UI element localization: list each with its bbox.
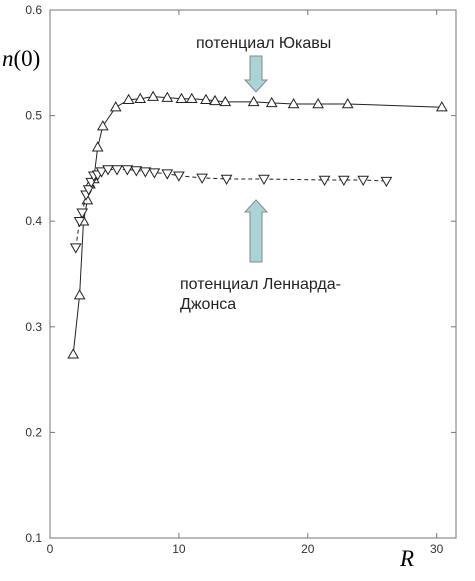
data-point bbox=[287, 97, 300, 109]
data-point bbox=[247, 95, 260, 107]
data-point bbox=[258, 174, 270, 185]
data-point bbox=[196, 173, 208, 184]
x-tick-label: 0 bbox=[47, 542, 54, 556]
data-point bbox=[121, 165, 134, 176]
data-point bbox=[96, 120, 109, 131]
data-point bbox=[67, 348, 80, 359]
data-point bbox=[139, 167, 152, 178]
data-point bbox=[91, 141, 104, 152]
lennard-jones-label-line2: Джонса bbox=[180, 296, 236, 313]
series-2 bbox=[69, 165, 393, 254]
series-layer bbox=[67, 90, 448, 359]
data-point bbox=[73, 216, 86, 228]
data-point bbox=[318, 175, 331, 187]
data-point bbox=[219, 95, 232, 107]
data-point bbox=[130, 166, 143, 177]
data-point bbox=[380, 176, 393, 188]
data-point bbox=[111, 165, 123, 176]
lennard-jones-arrow bbox=[243, 199, 269, 263]
data-point bbox=[161, 91, 174, 102]
data-point bbox=[312, 97, 324, 109]
x-axis-title: R bbox=[399, 546, 414, 571]
y-tick-label: 0.6 bbox=[25, 3, 42, 17]
axis-ticks bbox=[49, 9, 456, 539]
data-point bbox=[109, 101, 122, 112]
data-point bbox=[209, 94, 221, 106]
data-point bbox=[134, 92, 147, 103]
data-point bbox=[122, 93, 135, 105]
yukawa-arrow bbox=[243, 55, 269, 93]
data-point bbox=[95, 167, 108, 178]
y-tick-label: 0.4 bbox=[25, 214, 42, 228]
series-line bbox=[75, 169, 387, 248]
data-point bbox=[175, 92, 188, 103]
data-point bbox=[73, 289, 86, 300]
y-tick-label: 0.2 bbox=[25, 425, 42, 439]
data-point bbox=[265, 96, 278, 108]
y-axis-title: n(0) bbox=[2, 46, 40, 71]
x-tick-labels: 0 10 20 30 bbox=[47, 542, 444, 556]
data-point bbox=[338, 175, 350, 187]
data-point bbox=[185, 92, 198, 103]
plot-frame bbox=[49, 9, 457, 539]
data-point bbox=[173, 171, 185, 182]
y-tick-label: 0.5 bbox=[25, 109, 42, 123]
x-tick-label: 10 bbox=[172, 542, 186, 556]
data-point bbox=[147, 90, 159, 101]
y-tick-labels: 0.1 0.2 0.3 0.4 0.5 0.6 bbox=[25, 3, 42, 545]
data-point bbox=[161, 169, 174, 180]
lennard-jones-label-line1: потенциал Леннарда- bbox=[180, 276, 341, 293]
data-point bbox=[148, 168, 161, 179]
data-point bbox=[69, 243, 82, 254]
yukawa-label: потенциал Юкавы bbox=[196, 35, 331, 52]
x-tick-label: 20 bbox=[301, 542, 315, 556]
data-point bbox=[341, 97, 354, 109]
data-point bbox=[200, 93, 212, 105]
data-point bbox=[220, 174, 233, 185]
data-point bbox=[102, 165, 114, 176]
y-tick-label: 0.1 bbox=[25, 531, 42, 545]
data-point bbox=[435, 101, 448, 112]
y-tick-label: 0.3 bbox=[25, 320, 42, 334]
data-point bbox=[76, 208, 89, 219]
data-point bbox=[357, 175, 370, 187]
x-tick-label: 30 bbox=[430, 542, 444, 556]
